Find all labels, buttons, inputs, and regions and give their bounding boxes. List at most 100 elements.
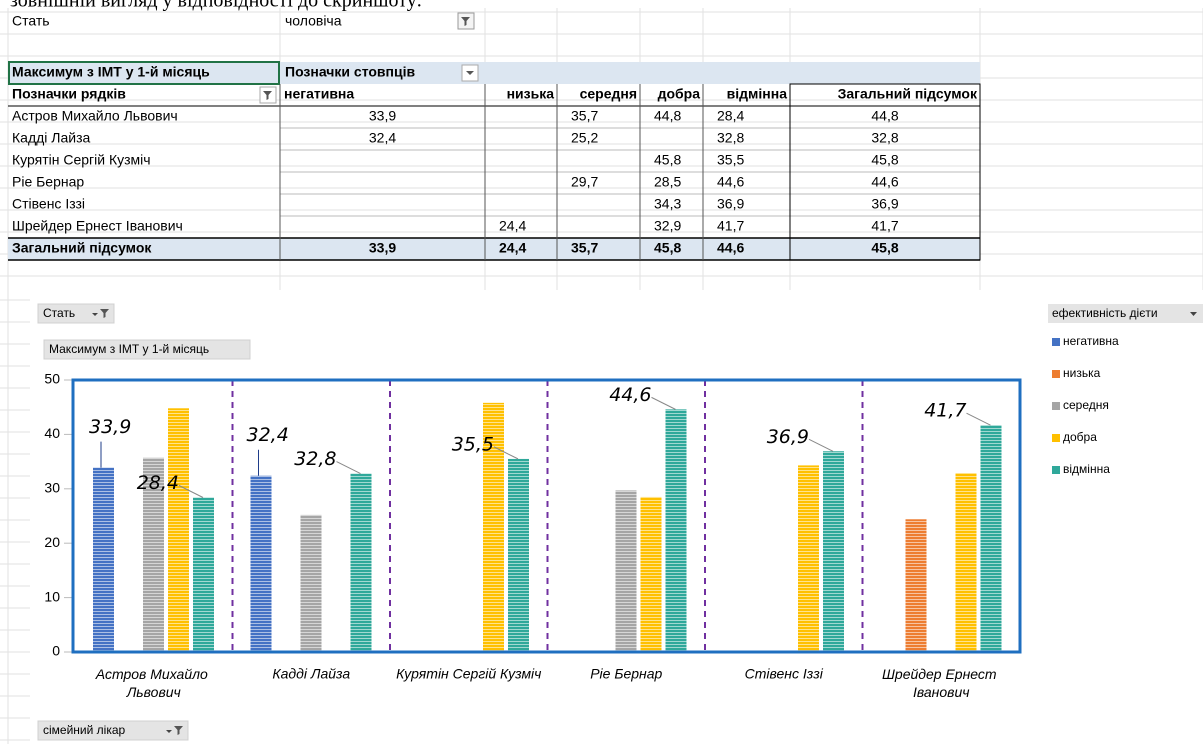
pivot-value-field: Максимум з ІМТ у 1-й місяць [12, 64, 210, 80]
cell-value: 44,6 [871, 174, 898, 190]
label-leader [336, 461, 361, 475]
cell-value: 29,7 [571, 174, 598, 190]
chart-field-button[interactable] [37, 720, 189, 741]
label-leader [966, 412, 991, 426]
total-value: 24,4 [499, 240, 526, 256]
bar [300, 514, 322, 652]
legend-label: відмінна [1063, 462, 1110, 476]
chart-field-button[interactable] [43, 339, 251, 360]
bar [168, 408, 189, 652]
cell-value: 45,8 [654, 152, 681, 168]
column-header: добра [658, 86, 701, 102]
legend-label: добра [1063, 430, 1097, 444]
cell-value: 32,8 [871, 130, 898, 146]
x-tick-label: Кадді Лайза [272, 666, 350, 682]
x-tick-label: Шрейдер Ернест Іванович [882, 666, 1000, 700]
cell-value: 24,4 [499, 218, 526, 234]
bar [483, 402, 504, 652]
bar [798, 465, 819, 652]
cell-value: 33,9 [369, 108, 396, 124]
label-leader [808, 438, 834, 452]
dropdown-arrow [92, 313, 98, 316]
label-leader [651, 396, 676, 410]
bar [93, 467, 114, 652]
cell-value: 28,4 [717, 108, 744, 124]
label-leader [178, 485, 204, 498]
legend-swatch [1052, 402, 1060, 410]
chart-field-button-label: Стать [43, 306, 75, 320]
bar [143, 457, 164, 652]
cell-value: 35,7 [571, 108, 598, 124]
plot-frame [71, 378, 1022, 654]
pivot-column-labels: Позначки стовпців [285, 64, 415, 80]
x-tick-label: Астров Михайло Львович [95, 666, 212, 700]
row-label: Курятін Сергій Кузміч [12, 152, 151, 168]
cell-value: 34,3 [654, 196, 681, 212]
bar [640, 496, 662, 652]
total-label: Загальний підсумок [12, 240, 152, 256]
cell-value: 45,8 [871, 152, 898, 168]
bar [250, 475, 272, 652]
total-value: 44,6 [717, 240, 744, 256]
data-label: 33,9 [89, 416, 131, 438]
x-tick-label: Ріе Бернар [590, 666, 662, 682]
cell-value: 44,6 [717, 174, 744, 190]
x-tick-label: Курятін Сергій Кузміч [396, 666, 541, 682]
pivot-header-bg [8, 62, 980, 84]
data-label: 28,4 [137, 472, 179, 494]
legend-label: негативна [1063, 334, 1119, 348]
column-header: Загальний підсумок [838, 86, 978, 102]
bar [823, 451, 844, 652]
cell-value: 36,9 [717, 196, 744, 212]
legend-swatch [1052, 338, 1060, 346]
legend-swatch [1052, 434, 1060, 442]
total-value: 45,8 [871, 240, 898, 256]
total-bg [8, 238, 980, 260]
cell-value: 32,4 [369, 130, 396, 146]
cell-value: 25,2 [571, 130, 598, 146]
legend-title: ефективність дієти [1052, 306, 1158, 320]
bar [350, 473, 372, 652]
data-label: 35,5 [452, 433, 494, 455]
dropdown-arrow [166, 730, 172, 733]
bar [980, 425, 1002, 652]
filter-icon [461, 17, 470, 26]
cell-value: 32,9 [654, 218, 681, 234]
cell-value: 41,7 [871, 218, 898, 234]
chart-field-button[interactable] [37, 303, 115, 324]
row-label: Астров Михайло Львович [12, 108, 178, 124]
legend-swatch [1052, 466, 1060, 474]
filter-icon [100, 309, 109, 318]
pivot-row-labels: Позначки рядків [12, 86, 126, 102]
bar [193, 497, 214, 652]
label-leader [493, 446, 519, 460]
x-tick-label: Стівенс Іззі [745, 666, 824, 682]
y-tick-label: 20 [44, 534, 60, 550]
cell-value: 36,9 [871, 196, 898, 212]
cell-value: 44,8 [654, 108, 681, 124]
bar [665, 409, 687, 652]
chart-field-button-label: Максимум з ІМТ у 1-й місяць [49, 342, 209, 356]
cell-value: 35,5 [717, 152, 744, 168]
legend-title-button[interactable] [1048, 304, 1203, 323]
y-tick-label: 50 [44, 371, 60, 387]
cell-value: 32,8 [717, 130, 744, 146]
filter-label: Стать [12, 13, 50, 29]
selected-cell [8, 61, 280, 85]
legend-swatch [1052, 370, 1060, 378]
legend-label: низька [1063, 366, 1101, 380]
y-tick-label: 0 [52, 643, 60, 659]
row-label: Ріе Бернар [12, 174, 84, 190]
data-label: 32,8 [294, 448, 336, 470]
total-value: 45,8 [654, 240, 681, 256]
row-label: Кадді Лайза [12, 130, 90, 146]
filter-icon [174, 726, 183, 735]
dropdown-arrow [466, 71, 474, 75]
legend-label: середня [1063, 398, 1109, 412]
cell-value: 41,7 [717, 218, 744, 234]
bar [955, 473, 977, 652]
row-label: Стівенс Іззі [12, 196, 85, 212]
data-label: 36,9 [767, 426, 809, 448]
